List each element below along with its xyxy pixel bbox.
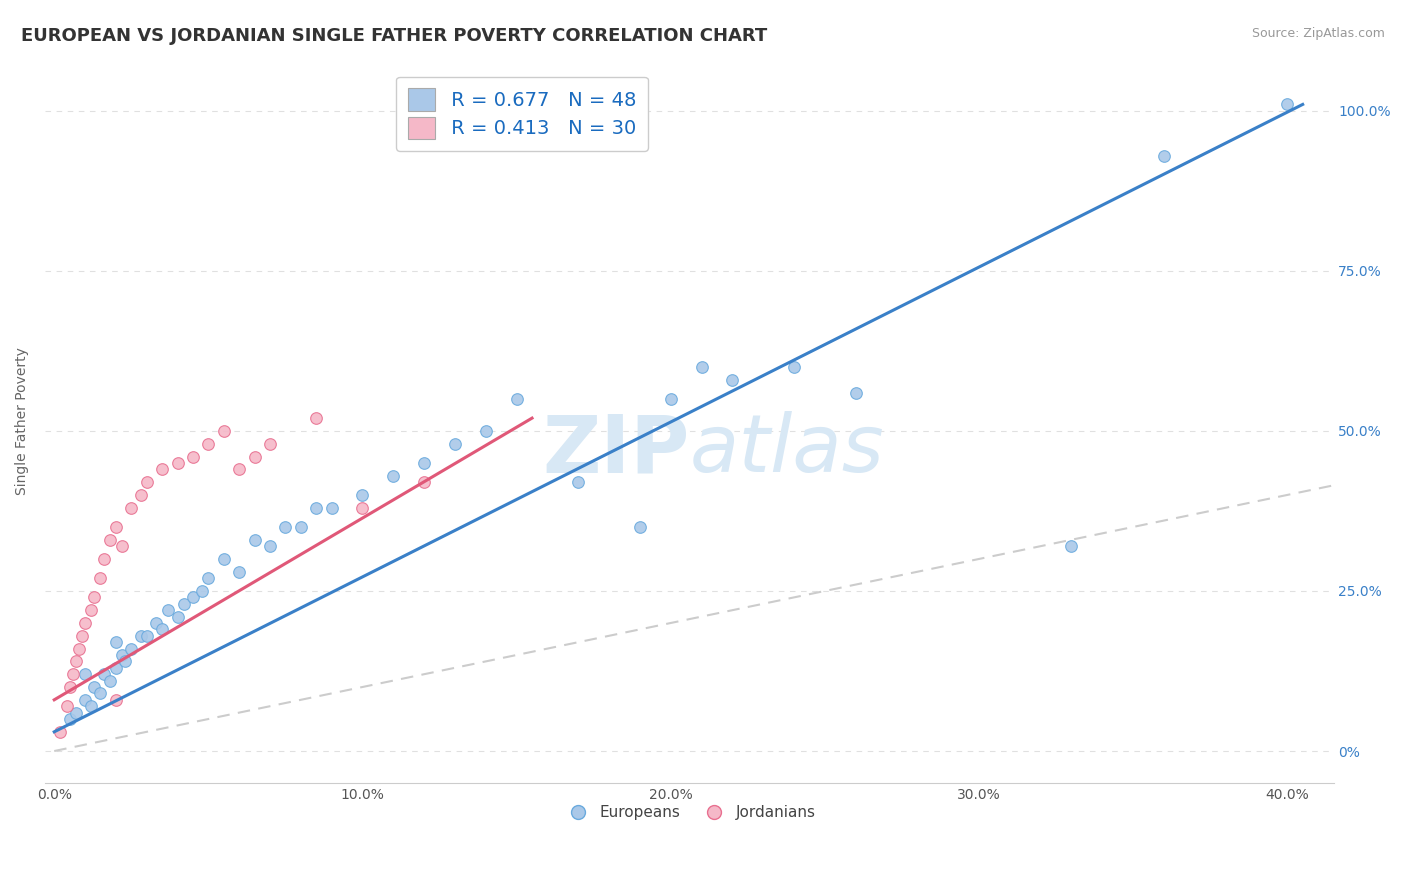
Point [321, 500, 343, 515]
Point [173, 597, 195, 611]
Point [55, 699, 77, 714]
Point [305, 411, 328, 425]
Legend: Europeans, Jordanians: Europeans, Jordanians [557, 799, 821, 826]
Point [413, 456, 436, 470]
Text: ZIP: ZIP [541, 411, 689, 489]
Point [1153, 148, 1175, 162]
Point [89, 686, 111, 700]
Point [62, 667, 84, 681]
Point [212, 424, 235, 438]
Point [150, 462, 173, 476]
Point [129, 488, 152, 502]
Point [104, 661, 127, 675]
Point [83, 680, 105, 694]
Point [259, 539, 281, 553]
Point [1060, 539, 1083, 553]
Point [352, 488, 374, 502]
Point [93, 552, 115, 566]
Text: atlas: atlas [689, 411, 884, 489]
Point [290, 520, 312, 534]
Point [197, 436, 219, 450]
Point [305, 500, 328, 515]
Point [89, 571, 111, 585]
Point [120, 500, 142, 515]
Point [145, 615, 167, 630]
Text: Source: ZipAtlas.com: Source: ZipAtlas.com [1251, 27, 1385, 40]
Point [659, 392, 682, 406]
Point [49, 724, 72, 739]
Point [150, 623, 173, 637]
Point [567, 475, 589, 490]
Point [475, 424, 498, 438]
Point [129, 629, 152, 643]
Point [73, 667, 96, 681]
Point [80, 699, 103, 714]
Point [228, 462, 250, 476]
Point [166, 456, 188, 470]
Point [135, 629, 157, 643]
Point [1277, 97, 1299, 112]
Point [135, 475, 157, 490]
Point [114, 654, 136, 668]
Point [80, 603, 103, 617]
Point [382, 468, 405, 483]
Point [181, 450, 204, 464]
Point [243, 533, 266, 547]
Point [191, 584, 214, 599]
Point [65, 706, 87, 720]
Point [274, 520, 297, 534]
Point [166, 609, 188, 624]
Point [352, 500, 374, 515]
Point [444, 436, 467, 450]
Point [104, 635, 127, 649]
Point [505, 392, 527, 406]
Point [65, 654, 87, 668]
Point [721, 373, 744, 387]
Point [73, 615, 96, 630]
Point [104, 693, 127, 707]
Point [628, 520, 651, 534]
Point [413, 475, 436, 490]
Point [783, 359, 806, 374]
Point [98, 533, 121, 547]
Point [111, 648, 134, 662]
Point [197, 571, 219, 585]
Point [212, 552, 235, 566]
Point [111, 539, 134, 553]
Point [845, 385, 868, 400]
Point [73, 693, 96, 707]
Point [70, 629, 93, 643]
Point [59, 712, 82, 726]
Point [83, 591, 105, 605]
Point [690, 359, 713, 374]
Point [67, 641, 90, 656]
Point [104, 520, 127, 534]
Point [93, 667, 115, 681]
Point [98, 673, 121, 688]
Point [243, 450, 266, 464]
Point [120, 641, 142, 656]
Point [59, 680, 82, 694]
Y-axis label: Single Father Poverty: Single Father Poverty [15, 347, 30, 495]
Text: EUROPEAN VS JORDANIAN SINGLE FATHER POVERTY CORRELATION CHART: EUROPEAN VS JORDANIAN SINGLE FATHER POVE… [21, 27, 768, 45]
Point [259, 436, 281, 450]
Point [228, 565, 250, 579]
Point [181, 591, 204, 605]
Point [157, 603, 180, 617]
